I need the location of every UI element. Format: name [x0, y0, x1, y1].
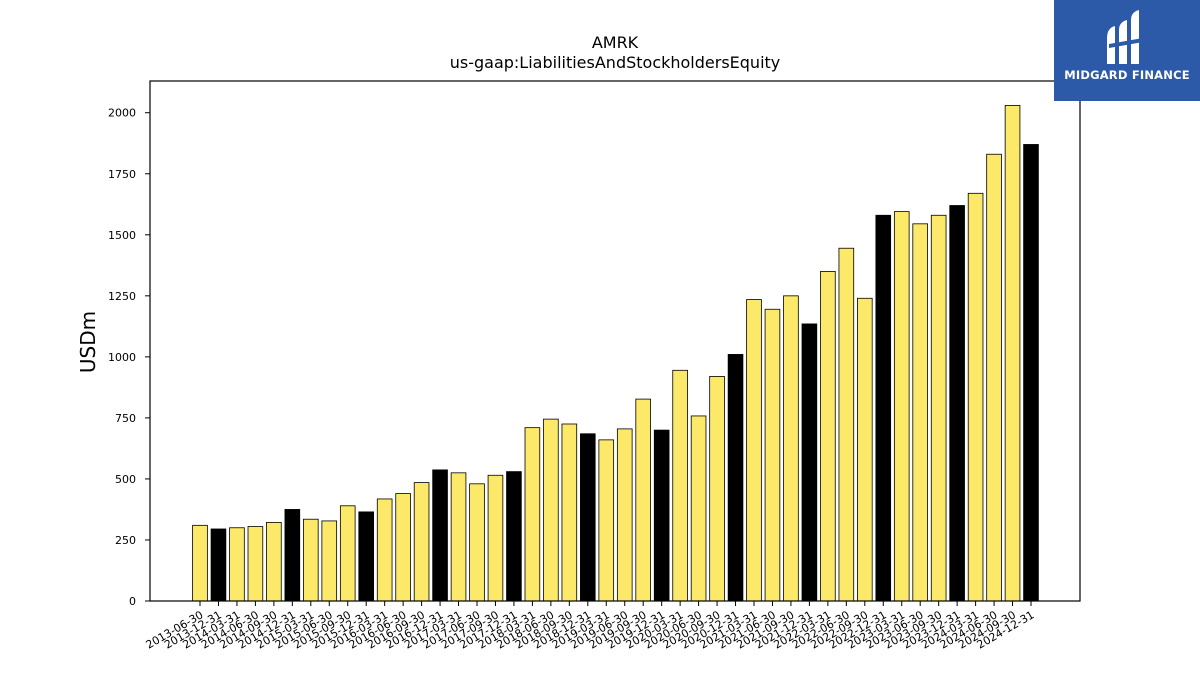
bar-2019-09-30	[635, 398, 651, 602]
y-tick-label: 500	[115, 473, 136, 486]
bar-2016-06-30	[395, 493, 411, 602]
bar-2024-12-31	[1023, 144, 1039, 602]
bar-2015-12-31	[358, 511, 374, 602]
bar-2013-06-30	[192, 524, 208, 602]
bar-2021-06-30	[764, 308, 781, 602]
bar-2014-12-31	[284, 509, 301, 602]
bar-2022-12-31	[875, 214, 892, 602]
y-tick-label: 1250	[108, 290, 136, 303]
bar-2018-06-30	[543, 418, 559, 602]
bar-2022-03-31	[820, 271, 836, 602]
bar-2014-09-30	[266, 521, 282, 602]
bar-2020-06-30	[690, 415, 707, 602]
y-tick-label: 1000	[108, 351, 136, 364]
bar-2024-06-30	[986, 153, 1002, 602]
plot-frame	[149, 80, 1081, 602]
y-tick-label: 2000	[108, 107, 136, 120]
bar-2022-06-30	[838, 247, 855, 602]
bar-2018-09-30	[561, 423, 578, 602]
bar-2015-09-30	[339, 505, 356, 602]
y-tick-label: 1750	[108, 168, 136, 181]
bar-2019-06-30	[616, 428, 633, 602]
bar-2013-12-31	[210, 528, 227, 602]
bar-2021-09-30	[783, 295, 799, 602]
bar-2019-03-31	[598, 439, 615, 602]
bar-2015-03-31	[303, 518, 319, 602]
bar-2021-03-31	[746, 299, 762, 602]
y-tick-label: 1500	[108, 229, 136, 242]
bar-2014-03-31	[229, 527, 245, 602]
bar-2017-12-31	[506, 471, 522, 602]
bar-2016-12-31	[432, 469, 448, 602]
bar-2023-03-31	[893, 211, 910, 602]
y-tick-label: 750	[115, 412, 136, 425]
logo-text: MIDGARD FINANCE	[1064, 68, 1190, 82]
bar-2018-03-31	[524, 427, 541, 602]
bar-2022-09-30	[857, 297, 873, 602]
y-tick-label: 0	[129, 595, 136, 608]
bar-2021-12-31	[801, 323, 818, 602]
bar-2023-12-31	[949, 205, 965, 602]
bar-2019-12-31	[653, 429, 670, 602]
chart-title: AMRK	[592, 33, 639, 52]
bar-2023-09-30	[930, 214, 947, 602]
bar-2015-06-30	[321, 520, 338, 602]
bar-2016-09-30	[413, 482, 430, 602]
bar-2017-09-30	[487, 474, 504, 602]
y-tick-label: 250	[115, 534, 136, 547]
y-axis: 0 250 500 750 1000 1250 1500 1750 2000	[108, 107, 150, 608]
bar-2020-12-31	[727, 354, 744, 602]
logo-mark-icon	[1107, 10, 1143, 64]
bar-2024-03-31	[967, 192, 984, 602]
bar-2016-03-31	[376, 498, 393, 602]
bar-2018-12-31	[580, 433, 596, 602]
bar-2024-09-30	[1004, 105, 1021, 602]
bar-2017-03-31	[450, 472, 467, 602]
bars-group	[192, 105, 1039, 602]
chart-subtitle: us-gaap:LiabilitiesAndStockholdersEquity	[450, 53, 781, 72]
x-axis: 2013-06-302013-12-312014-03-312014-06-30…	[144, 601, 1037, 652]
bar-2017-06-30	[469, 483, 485, 602]
bar-2020-09-30	[709, 375, 725, 602]
midgard-finance-logo: MIDGARD FINANCE	[1054, 0, 1200, 101]
bar-2023-06-30	[912, 223, 928, 602]
bar-2014-06-30	[247, 526, 264, 602]
bar-2020-03-31	[672, 369, 688, 602]
y-axis-label: USDm	[76, 311, 100, 373]
